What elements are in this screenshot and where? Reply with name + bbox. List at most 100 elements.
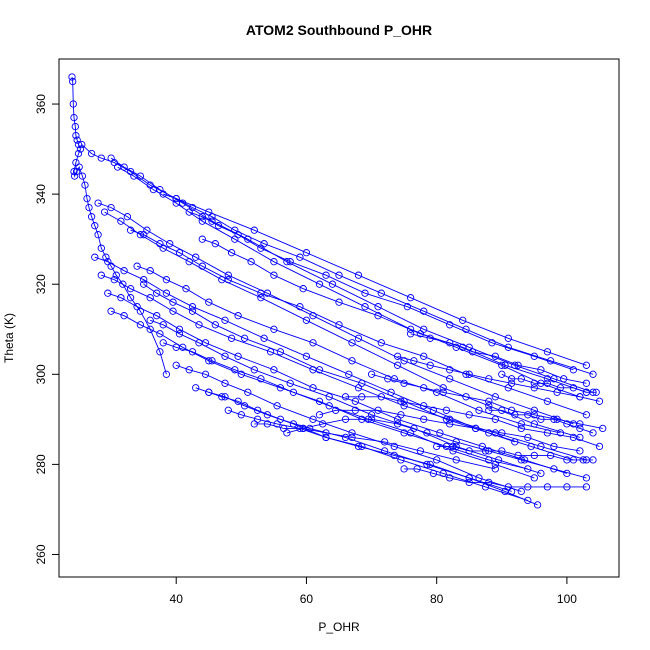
data-point — [296, 303, 304, 311]
data-point — [423, 429, 431, 437]
data-point — [543, 483, 552, 491]
data-point — [319, 420, 327, 428]
data-point — [429, 469, 438, 478]
data-point — [315, 280, 324, 288]
data-point — [530, 352, 538, 360]
data-point — [302, 316, 311, 324]
data-point — [543, 397, 552, 405]
data-point — [244, 388, 252, 396]
data-point — [234, 231, 242, 239]
data-point — [582, 411, 591, 419]
data-point — [270, 258, 278, 266]
data-point — [420, 307, 428, 315]
data-point — [533, 501, 542, 509]
data-point — [185, 366, 193, 374]
data-point — [543, 348, 552, 356]
data-point — [237, 370, 245, 378]
series-21 — [283, 415, 591, 482]
data-point — [530, 451, 538, 460]
data-point — [107, 154, 115, 162]
x-tick-label: 60 — [300, 592, 314, 606]
data-point — [589, 370, 597, 378]
data-point — [485, 397, 493, 405]
data-point — [380, 447, 389, 455]
data-point — [537, 469, 545, 478]
data-point — [322, 429, 330, 437]
data-point — [188, 303, 197, 311]
data-point — [78, 140, 86, 149]
data-point — [485, 406, 493, 414]
data-point — [185, 208, 193, 216]
data-point — [133, 262, 141, 270]
data-point — [156, 240, 164, 248]
data-point — [123, 213, 132, 221]
data-point — [367, 415, 376, 423]
data-point — [498, 447, 506, 455]
data-point — [345, 370, 353, 378]
data-point — [400, 465, 408, 473]
data-point — [214, 222, 223, 230]
data-point — [413, 465, 421, 473]
data-point — [426, 361, 434, 369]
data-point — [543, 375, 552, 383]
data-point — [420, 352, 428, 360]
data-point — [234, 312, 242, 320]
series-29 — [485, 406, 597, 437]
data-point — [159, 190, 167, 198]
data-point — [406, 294, 415, 302]
data-point — [465, 411, 473, 419]
data-point — [69, 77, 77, 86]
data-point — [205, 388, 213, 396]
data-point — [569, 433, 578, 442]
data-point — [162, 289, 171, 297]
series-line — [163, 342, 535, 479]
data-point — [563, 420, 571, 428]
data-point — [211, 321, 219, 329]
data-point — [332, 406, 340, 414]
data-point — [351, 406, 359, 414]
data-point — [172, 361, 180, 369]
data-point — [156, 330, 164, 338]
data-point — [234, 397, 242, 405]
data-point — [260, 334, 268, 342]
data-point — [231, 366, 239, 374]
data-point — [530, 406, 538, 414]
data-point — [446, 375, 454, 383]
plot-area — [68, 73, 607, 509]
data-point — [104, 258, 112, 266]
data-point — [156, 348, 164, 356]
series-11 — [126, 226, 591, 419]
data-point — [70, 172, 79, 180]
data-point — [175, 330, 184, 338]
data-point — [257, 294, 265, 302]
data-point — [446, 474, 454, 482]
data-point — [133, 303, 141, 311]
data-point — [315, 366, 324, 374]
data-point — [227, 249, 236, 257]
data-point — [582, 388, 591, 396]
data-point — [240, 334, 249, 342]
data-point — [498, 406, 506, 414]
data-point — [517, 375, 525, 383]
data-point — [74, 149, 83, 158]
data-point — [556, 384, 565, 392]
data-point — [257, 289, 265, 297]
x-tick-label: 80 — [430, 592, 444, 606]
data-point — [322, 433, 330, 442]
data-point — [266, 348, 275, 356]
data-point — [446, 420, 454, 428]
data-point — [351, 397, 359, 405]
series-line — [97, 202, 574, 425]
data-point — [452, 456, 460, 464]
data-point — [162, 370, 171, 378]
data-point — [377, 339, 385, 347]
data-point — [517, 487, 525, 496]
data-point — [87, 213, 96, 221]
chart-title: ATOM2 Southbound P_OHR — [246, 22, 432, 38]
data-point — [485, 402, 493, 410]
data-point — [446, 366, 454, 374]
series-line — [81, 144, 587, 366]
y-tick-label: 300 — [34, 364, 48, 384]
data-point — [153, 312, 161, 320]
data-point — [576, 420, 584, 428]
